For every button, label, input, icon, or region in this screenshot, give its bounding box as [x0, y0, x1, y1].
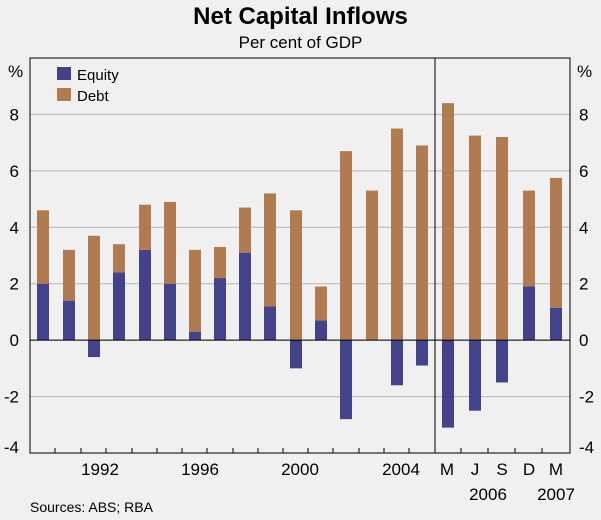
- x-tick-label: 2000: [281, 460, 319, 479]
- x-tick-label: 2004: [382, 460, 420, 479]
- bar-debt-1999: [264, 193, 276, 307]
- x-tick-label-quarter: M: [549, 460, 563, 479]
- y-tick-label-left: -2: [4, 388, 19, 407]
- bar-debt-2006-D: [523, 190, 535, 287]
- y-unit-left: %: [8, 62, 23, 81]
- bar-equity-2006-D: [523, 286, 535, 341]
- bar-debt-1996: [189, 249, 201, 332]
- bar-debt-1991: [63, 249, 75, 301]
- bar-equity-2006-S: [496, 340, 508, 383]
- bar-debt-1993: [113, 244, 125, 273]
- bar-equity-1998: [239, 252, 251, 341]
- plot-frame: [29, 57, 571, 454]
- bar-debt-2003: [366, 190, 378, 341]
- bar-debt-1994: [139, 204, 151, 250]
- bar-equity-1994: [139, 249, 151, 341]
- legend-label-equity: Equity: [77, 67, 119, 84]
- bar-equity-1996: [189, 331, 201, 341]
- bar-equity-2006-M: [442, 340, 454, 428]
- legend-swatch-equity: [57, 67, 71, 80]
- y-tick-label-left: 2: [10, 275, 19, 294]
- bar-debt-2001: [315, 286, 327, 321]
- bar-equity-2004: [391, 340, 403, 386]
- bar-equity-2007-M: [550, 307, 562, 341]
- bar-debt-2005: [416, 145, 428, 341]
- bar-equity-2005: [416, 340, 428, 366]
- y-tick-label-right: 4: [579, 218, 588, 237]
- y-tick-label-left: 8: [10, 105, 19, 124]
- bar-equity-2002: [340, 340, 352, 420]
- y-tick-label-left: 4: [10, 218, 19, 237]
- bar-equity-1991: [63, 300, 75, 341]
- y-tick-label-right: 0: [579, 331, 588, 350]
- x-tick-label-quarter: S: [496, 460, 507, 479]
- bar-debt-1998: [239, 207, 251, 253]
- bar-debt-2004: [391, 128, 403, 341]
- bar-equity-1999: [264, 306, 276, 341]
- bar-equity-2006-J: [469, 340, 481, 411]
- source-note: Sources: ABS; RBA: [30, 499, 153, 515]
- bar-equity-2001: [315, 320, 327, 341]
- y-tick-label-right: -4: [579, 438, 594, 457]
- x-year-label: 2006: [469, 485, 507, 504]
- bar-debt-1995: [164, 201, 176, 284]
- bar-debt-1997: [214, 247, 226, 279]
- x-tick-label: 1992: [81, 460, 119, 479]
- bar-equity-1995: [164, 283, 176, 341]
- bar-equity-1993: [113, 272, 125, 341]
- bar-debt-2002: [340, 151, 352, 341]
- bar-debt-2000: [290, 210, 302, 341]
- chart-title: Net Capital Inflows: [193, 3, 408, 30]
- y-tick-label-right: 6: [579, 162, 588, 181]
- bar-debt-1990: [37, 210, 49, 284]
- bar-debt-2006-J: [469, 135, 481, 341]
- bar-equity-1990: [37, 283, 49, 341]
- legend-label-debt: Debt: [77, 88, 110, 105]
- y-tick-label-right: 8: [579, 105, 588, 124]
- y-unit-right: %: [577, 62, 592, 81]
- x-tick-label-quarter: D: [523, 460, 535, 479]
- x-year-label: 2007: [537, 485, 575, 504]
- bar-equity-2000: [290, 340, 302, 369]
- y-tick-label-left: 0: [10, 331, 19, 350]
- x-tick-label-quarter: M: [440, 460, 454, 479]
- chart-subtitle: Per cent of GDP: [238, 33, 363, 52]
- y-tick-label-right: -2: [579, 388, 594, 407]
- x-tick-label: 1996: [181, 460, 219, 479]
- bar-equity-1997: [214, 278, 226, 341]
- bar-debt-2007-M: [550, 177, 562, 308]
- y-tick-label-left: 6: [10, 162, 19, 181]
- x-tick-label-quarter: J: [471, 460, 480, 479]
- bar-debt-2006-M: [442, 103, 454, 341]
- legend-swatch-debt: [57, 88, 71, 101]
- bar-debt-2006-S: [496, 137, 508, 341]
- bar-debt-1992: [88, 235, 100, 341]
- y-tick-label-right: 2: [579, 275, 588, 294]
- y-tick-label-left: -4: [4, 438, 19, 457]
- bar-equity-1992: [88, 340, 100, 358]
